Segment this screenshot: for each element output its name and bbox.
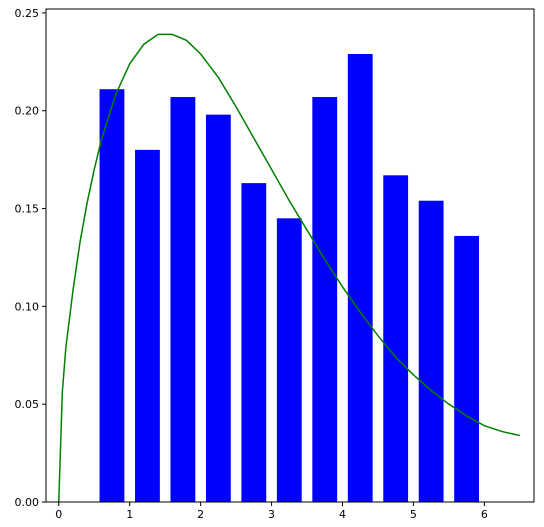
x-tick-label: 1 bbox=[126, 508, 133, 521]
y-tick-label: 0.20 bbox=[15, 105, 40, 118]
bar bbox=[454, 235, 480, 502]
bar bbox=[205, 114, 231, 502]
x-tick-label: 4 bbox=[339, 508, 346, 521]
bar bbox=[276, 218, 302, 502]
bar bbox=[383, 175, 409, 503]
bar bbox=[418, 200, 444, 502]
x-tick-label: 2 bbox=[197, 508, 204, 521]
plot-frame bbox=[45, 8, 535, 503]
x-tick-label: 5 bbox=[410, 508, 417, 521]
y-tick-label: 0.05 bbox=[15, 398, 40, 411]
y-tick-label: 0.10 bbox=[15, 300, 40, 313]
density-curve bbox=[58, 33, 520, 503]
x-axis: 0 1 2 3 4 5 6 bbox=[55, 502, 488, 521]
y-axis: 0.00 0.05 0.10 0.15 0.20 0.25 bbox=[15, 7, 46, 509]
y-tick-label: 0.00 bbox=[15, 496, 40, 509]
y-tick-label: 0.15 bbox=[15, 203, 40, 216]
bar bbox=[135, 149, 160, 503]
bar bbox=[347, 54, 373, 502]
bar-series bbox=[99, 54, 480, 503]
x-tick-label: 6 bbox=[481, 508, 488, 521]
x-tick-label: 0 bbox=[55, 508, 62, 521]
y-tick-label: 0.25 bbox=[15, 7, 40, 20]
bar bbox=[170, 97, 196, 502]
bar bbox=[312, 97, 338, 502]
x-tick-label: 3 bbox=[268, 508, 275, 521]
bar bbox=[99, 89, 125, 503]
bar bbox=[241, 183, 267, 502]
